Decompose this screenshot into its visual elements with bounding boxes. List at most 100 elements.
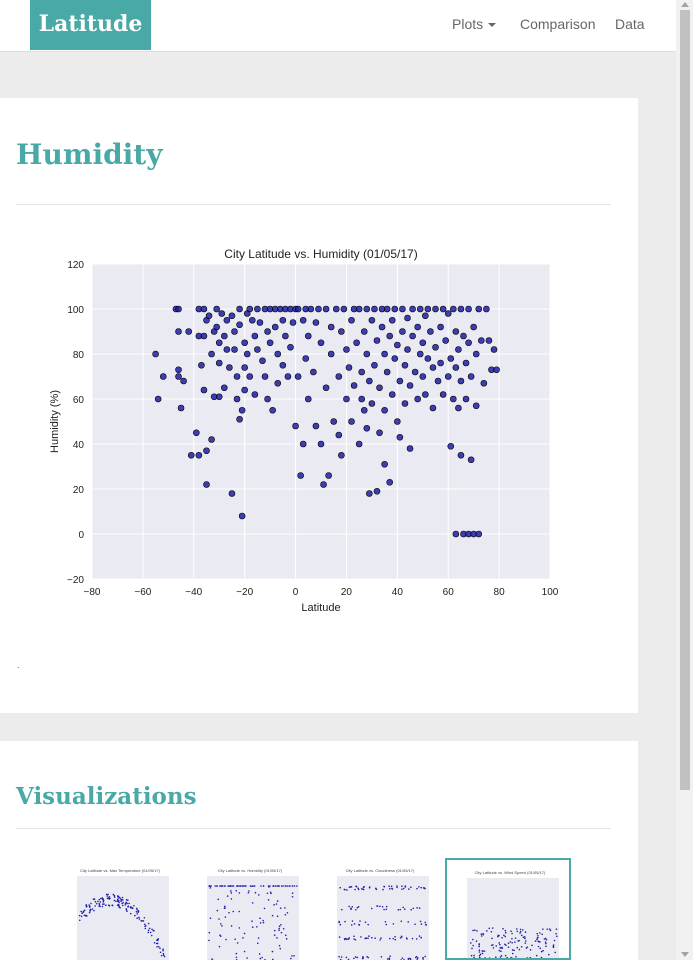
- thumbnail-point: [135, 910, 138, 913]
- thumbnail-point: [401, 888, 403, 890]
- thumbnail-point: [348, 905, 350, 908]
- thumbnail-point: [98, 904, 101, 906]
- thumbnail-point: [125, 909, 128, 911]
- data-point: [261, 373, 269, 380]
- data-point: [460, 332, 467, 340]
- thumbnail-point: [397, 909, 400, 911]
- thumbnail-point: [248, 890, 250, 892]
- scroll-down-icon[interactable]: [681, 952, 689, 957]
- thumbnail-point: [219, 923, 222, 925]
- data-point: [348, 418, 355, 425]
- navbar: Latitude Plots Comparison Data: [0, 0, 676, 52]
- data-point: [472, 402, 480, 410]
- thumbnail-point: [346, 938, 348, 940]
- nav-data-link[interactable]: Data: [615, 16, 645, 32]
- thumbnail-point: [484, 957, 486, 958]
- thumbnail-point: [278, 927, 281, 930]
- thumbnail-point: [504, 929, 507, 932]
- thumbnail-point: [286, 911, 289, 914]
- thumbnail-point: [544, 937, 547, 940]
- data-point: [249, 316, 256, 324]
- thumbnail-point: [488, 927, 491, 930]
- data-point: [363, 424, 371, 432]
- scrollbar-thumb[interactable]: [680, 10, 690, 790]
- thumbnail-point: [261, 956, 263, 959]
- thumbnail-point: [267, 885, 270, 887]
- page-title: Humidity: [16, 138, 163, 171]
- x-tick-label: 80: [494, 587, 506, 598]
- thumbnail-point: [510, 956, 512, 958]
- thumbnail-point: [162, 954, 165, 957]
- thumbnail-point: [153, 929, 155, 932]
- scrollbar[interactable]: [676, 0, 693, 960]
- thumbnail-point: [257, 937, 260, 939]
- thumbnail-point: [469, 942, 472, 944]
- thumbnail-point: [279, 907, 282, 909]
- thumbnail-point: [491, 927, 494, 929]
- thumbnail-point: [78, 914, 81, 917]
- thumbnail-point: [138, 916, 140, 919]
- data-point: [371, 361, 378, 369]
- data-point: [307, 305, 315, 313]
- thumbnail-point: [536, 937, 539, 939]
- thumbnail-point: [228, 885, 231, 887]
- thumbnail-point: [354, 888, 356, 891]
- data-point: [343, 346, 350, 353]
- data-point: [452, 328, 460, 335]
- data-point: [355, 305, 363, 313]
- thumbnail-point: [125, 901, 128, 904]
- thumb-humidity[interactable]: City Latitude vs. Humidity (01/05/17): [187, 858, 313, 960]
- scroll-up-icon[interactable]: [681, 2, 689, 7]
- thumbnail-point: [500, 947, 502, 949]
- data-point: [394, 341, 401, 349]
- thumbnail-point: [490, 930, 493, 933]
- thumbnail-point: [115, 900, 117, 903]
- thumbnail-point: [282, 927, 285, 930]
- nav-comparison-link[interactable]: Comparison: [520, 16, 596, 32]
- thumbnail-point: [162, 952, 165, 955]
- thumbnail-point: [349, 886, 352, 888]
- thumbnail-point: [91, 908, 94, 910]
- data-point: [292, 422, 299, 430]
- thumbnail-point: [520, 945, 523, 948]
- thumbnail-point: [540, 956, 543, 958]
- thumbnail-point: [227, 885, 229, 887]
- thumbnail-point: [218, 945, 221, 948]
- thumbnail-point: [500, 950, 502, 953]
- nav-plots-dropdown[interactable]: Plots: [452, 16, 497, 32]
- thumbnail-point: [358, 924, 361, 926]
- thumb-temperature[interactable]: City Latitude vs. Max Temperature (01/05…: [57, 858, 183, 960]
- thumbnail-point: [478, 943, 480, 946]
- data-point: [345, 364, 353, 371]
- thumbnail-point: [243, 950, 246, 953]
- thumbnail-point: [251, 885, 254, 887]
- data-point: [180, 377, 187, 385]
- data-point: [414, 323, 421, 331]
- data-point: [358, 395, 366, 403]
- thumbnail-point: [418, 935, 421, 937]
- data-point: [289, 319, 297, 326]
- x-axis-label: Latitude: [301, 602, 340, 614]
- data-point: [223, 346, 231, 353]
- thumbnail-point: [394, 938, 397, 941]
- thumbnail-point: [388, 888, 391, 890]
- thumbnail-point: [355, 885, 358, 888]
- data-point: [203, 447, 210, 455]
- thumb-wind-speed[interactable]: City Latitude vs. Wind Speed (01/05/17): [445, 858, 571, 960]
- thumbnail-point: [401, 957, 404, 959]
- thumbnail-point: [121, 904, 124, 907]
- thumbnail-point: [515, 955, 517, 958]
- data-point: [455, 404, 462, 412]
- y-tick-label: 20: [73, 485, 85, 496]
- thumbnail-point: [362, 955, 364, 958]
- thumbnail-point: [108, 895, 111, 898]
- thumbnail-point: [211, 958, 213, 960]
- brand-logo[interactable]: Latitude: [30, 0, 151, 50]
- thumbnail-point: [128, 902, 130, 905]
- thumbnail-point: [81, 912, 83, 915]
- thumbnail-point: [525, 947, 528, 949]
- thumbnail-point: [519, 930, 522, 933]
- thumbnail-point: [478, 954, 481, 957]
- data-point: [241, 339, 248, 347]
- thumb-cloudiness[interactable]: City Latitude vs. Cloudiness (01/05/17): [317, 858, 443, 960]
